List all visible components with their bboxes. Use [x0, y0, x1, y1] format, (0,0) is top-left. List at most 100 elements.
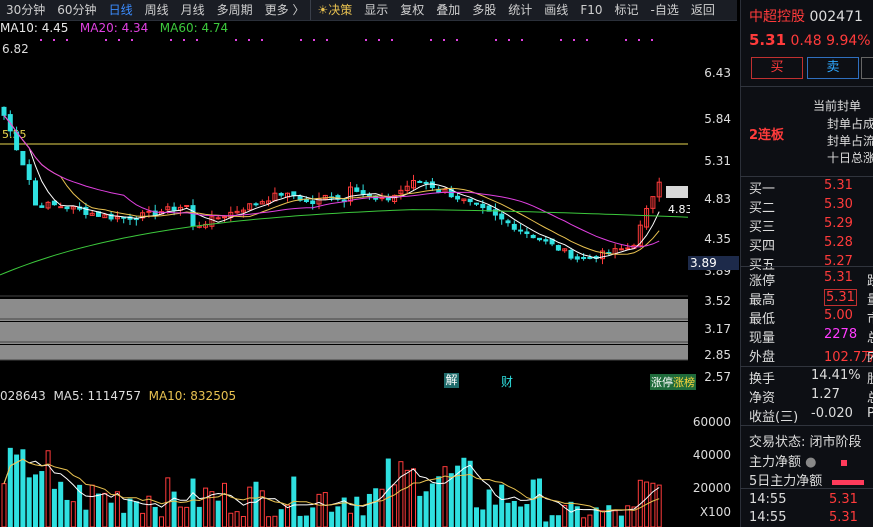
- volume-bar: [354, 496, 360, 527]
- toolbar-item-16[interactable]: -自选: [650, 3, 679, 17]
- quote-sidebar: 中超控股 002471 5.31 0.48 9.94% 买 卖 2连板 当前封单…: [740, 0, 873, 527]
- toolbar-item-11[interactable]: 多股: [472, 3, 497, 17]
- toolbar-item-15[interactable]: 标记: [614, 3, 639, 17]
- volume-bar: [335, 506, 341, 527]
- volume-ma10-line: [3, 458, 660, 513]
- event-dot: [313, 39, 315, 41]
- candle-body: [511, 223, 517, 230]
- toolbar-item-8[interactable]: 显示: [364, 3, 389, 17]
- last-price-label: 4.83: [668, 203, 690, 216]
- toolbar-item-9[interactable]: 复权: [400, 3, 425, 17]
- toolbar-item-4[interactable]: 月线: [180, 3, 205, 17]
- candle-body: [266, 200, 272, 204]
- event-dot: [183, 39, 185, 41]
- candle-body: [429, 181, 435, 189]
- volume-bar: [272, 515, 278, 527]
- volume-bar: [625, 505, 631, 527]
- volume-bar: [278, 509, 284, 527]
- volume-bar: [618, 515, 624, 527]
- candle-body: [562, 248, 568, 252]
- candle-body: [64, 206, 70, 210]
- volume-bar: [442, 466, 448, 527]
- unlock-marker[interactable]: 解: [444, 373, 459, 388]
- finance-marker[interactable]: 财: [501, 375, 514, 389]
- tick-row: 14:55 5.31: [749, 510, 858, 525]
- more-button[interactable]: [861, 57, 873, 79]
- volume-bar: [499, 484, 505, 527]
- candlestick-chart[interactable]: 5.554.83: [0, 20, 690, 390]
- candle-body: [310, 200, 316, 205]
- volume-bar: [549, 515, 555, 527]
- toolbar-item-5[interactable]: 多周期: [216, 3, 253, 17]
- toolbar-item-17[interactable]: 返回: [690, 3, 715, 17]
- toolbar-item-10[interactable]: 叠加: [436, 3, 461, 17]
- toolbar-item-13[interactable]: 画线: [544, 3, 569, 17]
- toolbar-item-7[interactable]: ☀决策: [310, 0, 358, 20]
- candle-body: [518, 229, 524, 232]
- candle-body: [108, 213, 114, 220]
- volume-bar: [600, 510, 605, 527]
- volume-bar: [461, 457, 467, 527]
- volume-bar: [247, 486, 253, 527]
- five-day-net-flow-label: 5日主力净额: [749, 470, 865, 489]
- volume-bar: [114, 491, 120, 527]
- price-tick: 2.85: [704, 348, 731, 362]
- toolbar-item-1[interactable]: 60分钟: [57, 3, 97, 17]
- price-tick: 5.84: [704, 112, 731, 126]
- candle-body: [184, 204, 190, 208]
- ma5-line: [3, 115, 660, 259]
- limit-up-marker[interactable]: 涨停涨榜: [650, 374, 696, 390]
- volume-bar: [455, 465, 461, 527]
- candle-body: [39, 205, 45, 208]
- candle-body: [499, 213, 505, 220]
- price-axis: 6.43 5.84 5.31 4.83 4.35 3.89 3.52 3.17 2.85 2.57: [690, 20, 737, 390]
- candle-body: [165, 206, 171, 211]
- candle-body: [474, 202, 479, 205]
- volume-bar: [417, 495, 423, 527]
- volume-bar: [310, 507, 316, 527]
- seal-float-label: 封单占流: [827, 134, 873, 148]
- event-dot: [105, 39, 107, 41]
- shaded-band: [0, 322, 688, 344]
- candle-body: [51, 200, 57, 206]
- volume-bar: [121, 512, 127, 527]
- event-dot: [586, 39, 588, 41]
- toolbar-item-14[interactable]: F10: [580, 3, 603, 17]
- ma60-line: [0, 209, 689, 276]
- volume-bar: [196, 506, 202, 527]
- volume-bar: [266, 516, 272, 527]
- candle-body: [114, 216, 120, 220]
- volume-bar: [562, 504, 568, 527]
- volume-bar: [7, 447, 13, 527]
- volume-bar: [511, 500, 517, 527]
- toolbar-item-3[interactable]: 周线: [144, 3, 169, 17]
- ma60-label: MA60: 4.74: [159, 21, 229, 35]
- candle-body: [492, 209, 498, 216]
- toolbar-item-6[interactable]: 更多 〉: [264, 3, 305, 17]
- bid-row: 买一 5.31: [749, 178, 853, 197]
- sell-button[interactable]: 卖: [807, 57, 859, 79]
- candle-body: [568, 249, 574, 259]
- volume-bar: [228, 512, 234, 527]
- stat-row: 现量2278总: [749, 327, 873, 346]
- toolbar-item-12[interactable]: 统计: [508, 3, 533, 17]
- candle-body: [467, 198, 473, 203]
- event-dot: [560, 39, 562, 41]
- toolbar-item-2[interactable]: 日线: [108, 3, 133, 17]
- volume-unit-label: X100: [699, 505, 731, 519]
- price-tick: 2.57: [704, 370, 731, 384]
- price-tick: 5.31: [704, 154, 731, 168]
- volume-bar: [285, 504, 290, 527]
- candle-body: [574, 256, 580, 260]
- stat-row: 净资1.27总: [749, 387, 873, 406]
- toolbar-item-0[interactable]: 30分钟: [6, 3, 46, 17]
- candle-body: [423, 181, 429, 184]
- ma-legend: MA10: 4.45 MA20: 4.34 MA60: 4.74: [0, 21, 228, 35]
- candle-body: [26, 164, 32, 181]
- volume-bar: [474, 507, 479, 527]
- buy-button[interactable]: 买: [751, 57, 803, 79]
- volume-chart: [1, 447, 662, 527]
- event-dot: [638, 39, 640, 41]
- candle-body: [656, 181, 662, 198]
- candle-body: [411, 179, 416, 189]
